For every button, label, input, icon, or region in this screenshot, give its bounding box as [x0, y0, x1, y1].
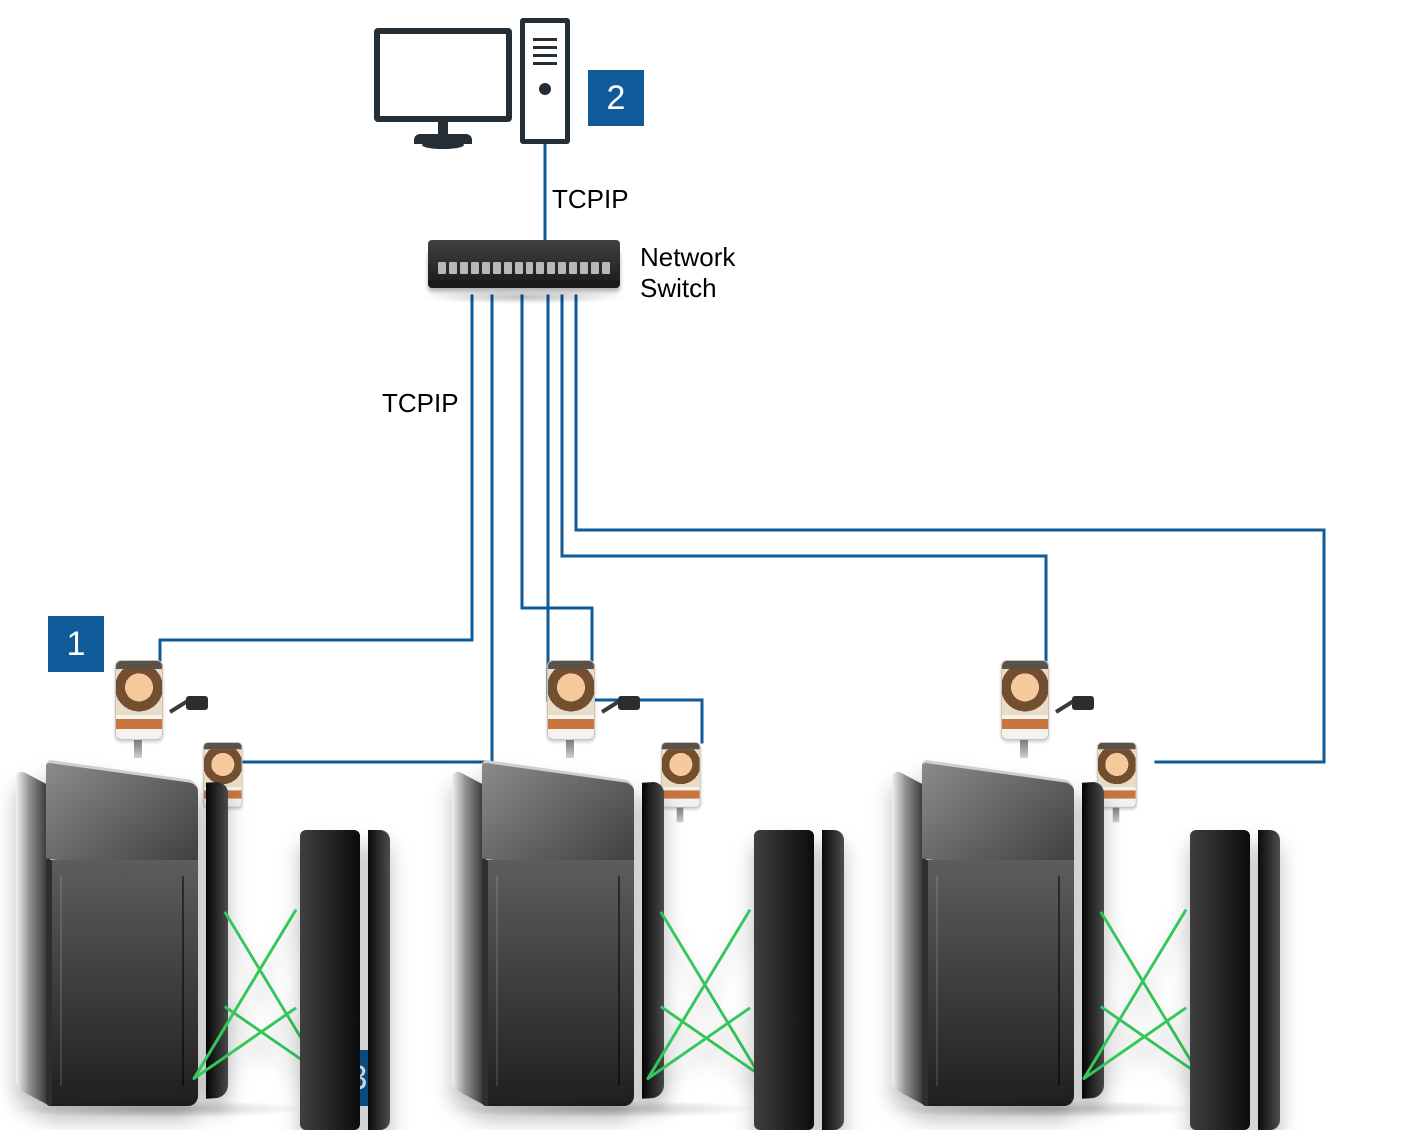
badge-1: 1: [48, 616, 104, 672]
turnstile-gate: [754, 794, 834, 1130]
turnstile-gate: [16, 770, 218, 1106]
switch-label: Network Switch: [640, 242, 735, 304]
turnstile-gate: [1190, 794, 1270, 1130]
turnstile-gate: [452, 770, 654, 1106]
turnstile-gate: [300, 794, 380, 1130]
badge-2: 2: [588, 70, 644, 126]
wire: [244, 296, 492, 762]
wire: [562, 296, 1046, 660]
tcpip-label-top: TCPIP: [552, 184, 629, 215]
network-switch-icon: [428, 240, 620, 280]
wire: [576, 296, 1324, 762]
turnstile-gate: [892, 770, 1094, 1106]
server-tower-icon: [520, 18, 570, 144]
face-recognition-terminal: [661, 742, 699, 822]
wire: [160, 296, 472, 660]
camera-icon: [602, 700, 646, 724]
camera-icon: [1056, 700, 1100, 724]
monitor-icon: [374, 28, 512, 149]
tcpip-label-mid: TCPIP: [382, 388, 459, 419]
face-recognition-terminal: [1001, 660, 1047, 758]
face-recognition-terminal: [115, 660, 161, 758]
face-recognition-terminal: [547, 660, 593, 758]
wire: [522, 296, 592, 660]
camera-icon: [170, 700, 214, 724]
diagram-canvas: TCPIP TCPIP Network Switch 123: [0, 0, 1405, 1126]
